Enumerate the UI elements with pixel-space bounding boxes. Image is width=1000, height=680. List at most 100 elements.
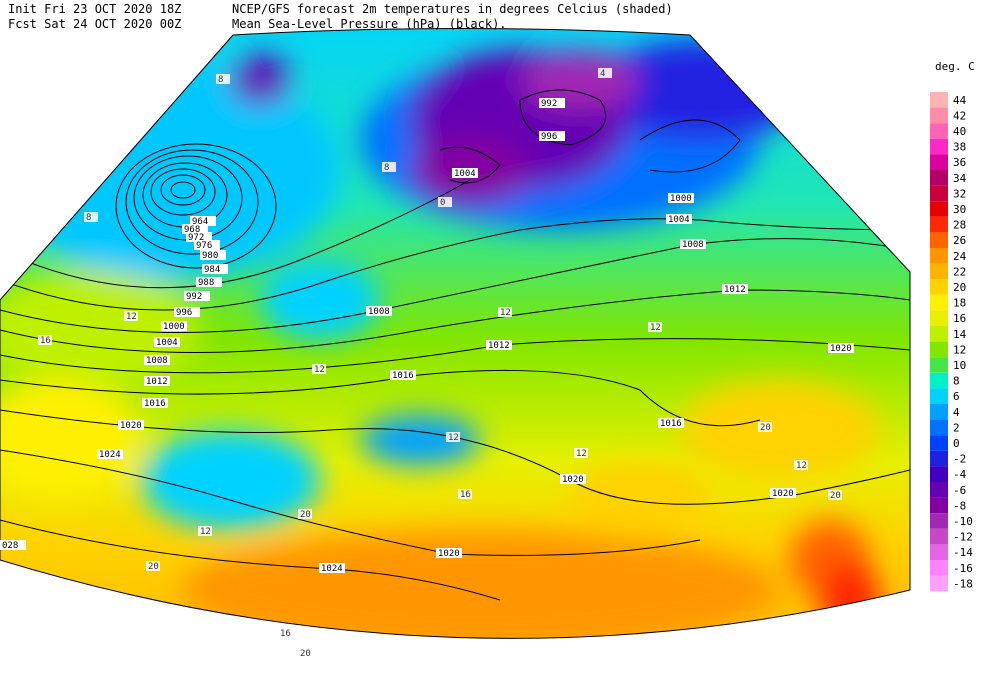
temperature-label-box bbox=[458, 489, 472, 499]
isobar-label: 1020 bbox=[438, 549, 460, 559]
temperature-label: 20 bbox=[300, 510, 311, 520]
isobar-label: 1004 bbox=[454, 169, 476, 179]
temperature-label-box bbox=[38, 335, 52, 345]
isobar-label: 1012 bbox=[724, 285, 746, 295]
colorbar-label: 0 bbox=[953, 437, 960, 450]
colorbar-swatch bbox=[930, 466, 948, 482]
isobar-label-box bbox=[184, 291, 210, 301]
isobar-label-box bbox=[319, 563, 345, 573]
isobar-label: 992 bbox=[541, 99, 557, 109]
isobar-label: 964 bbox=[192, 217, 208, 227]
colorbar-label: 30 bbox=[953, 203, 966, 216]
colorbar-label: 10 bbox=[953, 359, 966, 372]
colorbar-label: 26 bbox=[953, 234, 966, 247]
colorbar-label: 36 bbox=[953, 156, 966, 169]
colorbar-swatch bbox=[930, 123, 948, 139]
isobar-label-box bbox=[828, 343, 854, 353]
temperature-label-box bbox=[758, 422, 772, 432]
temperature-label-box bbox=[498, 307, 512, 317]
temperature-label-box bbox=[84, 212, 98, 222]
colorbar-swatch bbox=[930, 528, 948, 545]
isobar-label-box bbox=[770, 488, 796, 498]
isobar-label: 968 bbox=[184, 225, 200, 235]
colorbar-swatch bbox=[930, 279, 948, 295]
colorbar-label: -14 bbox=[953, 546, 973, 559]
isobar-label: 1020 bbox=[772, 489, 794, 499]
colorbar-label: 40 bbox=[953, 125, 966, 138]
isobar-label-box bbox=[194, 240, 220, 250]
isobar-label-box bbox=[722, 284, 748, 294]
colorbar-swatch bbox=[930, 107, 948, 124]
colorbar-label: 12 bbox=[953, 343, 966, 356]
colorbar-label: 42 bbox=[953, 109, 966, 122]
isobar-label-box bbox=[452, 168, 478, 178]
colorbar-swatch bbox=[930, 482, 948, 498]
colorbar-swatch bbox=[930, 263, 948, 280]
colorbar-title: deg. C bbox=[935, 60, 975, 73]
temperature-label: 16 bbox=[280, 629, 291, 639]
colorbar-label: -18 bbox=[953, 577, 973, 590]
colorbar-label: 2 bbox=[953, 421, 960, 434]
isobar-label: 972 bbox=[188, 233, 204, 243]
colorbar-label: 38 bbox=[953, 141, 966, 154]
colorbar-label: 6 bbox=[953, 390, 960, 403]
temperature-label: 8 bbox=[384, 163, 389, 173]
temperature-label-box bbox=[648, 322, 662, 332]
temperature-label-box bbox=[146, 561, 160, 571]
isobar-label: 1008 bbox=[146, 356, 168, 366]
colorbar-label: 34 bbox=[953, 172, 967, 185]
title-line: Mean Sea-Level Pressure (hPa) (black). bbox=[232, 17, 507, 31]
temperature-label: 16 bbox=[40, 336, 51, 346]
temperature-label: 20 bbox=[830, 491, 841, 501]
colorbar-label: -10 bbox=[953, 515, 973, 528]
temperature-label: 12 bbox=[796, 461, 807, 471]
isobar-label: 1004 bbox=[668, 215, 690, 225]
isobar-label: 1016 bbox=[144, 399, 166, 409]
colorbar-swatch bbox=[930, 372, 948, 389]
temperature-label-box bbox=[298, 648, 312, 658]
colorbar-swatch bbox=[930, 294, 948, 311]
temperature-label: 20 bbox=[148, 562, 159, 572]
isobar-label-box bbox=[182, 224, 208, 234]
colorbar-swatch bbox=[930, 513, 948, 529]
temperature-labels: 12 16 8 8 12 12 12 12 12 20 20 16 20 12 20 16 20 8 4 0 12 bbox=[38, 68, 842, 659]
temperature-label-box bbox=[828, 490, 842, 500]
isobar-label-box bbox=[196, 277, 222, 287]
colorbar-label: 8 bbox=[953, 375, 960, 388]
isobar-label: 1020 bbox=[562, 475, 584, 485]
temperature-label: 12 bbox=[448, 433, 459, 443]
temperature-label-box bbox=[216, 74, 230, 84]
isobar-label-box bbox=[144, 355, 170, 365]
temperature-label-box bbox=[382, 162, 396, 172]
isobar-label-box bbox=[186, 232, 212, 242]
isobar-label: 1000 bbox=[163, 322, 185, 332]
isobar-label: 1004 bbox=[156, 338, 178, 348]
isobar-label: 028 bbox=[2, 541, 18, 551]
temperature-label-box bbox=[438, 197, 452, 207]
colorbar-swatch bbox=[930, 388, 948, 404]
temperature-label-box bbox=[124, 311, 138, 321]
colorbar-label: -16 bbox=[953, 562, 973, 575]
isobar-label-box bbox=[436, 548, 462, 558]
isobar-label-box bbox=[118, 420, 144, 430]
temperature-label-box bbox=[198, 526, 212, 536]
colorbar-label: -8 bbox=[953, 499, 966, 512]
colorbar-swatch bbox=[930, 248, 948, 264]
isobar-label-box bbox=[486, 340, 512, 350]
colorbar-label: 24 bbox=[953, 250, 967, 263]
colorbar-swatch bbox=[930, 575, 948, 592]
temperature-label: 0 bbox=[440, 198, 445, 208]
temperature-label: 12 bbox=[576, 449, 587, 459]
temperature-label: 12 bbox=[200, 527, 211, 537]
temperature-label-box bbox=[794, 460, 808, 470]
colorbar-swatch bbox=[930, 404, 948, 420]
temperature-label-box bbox=[312, 364, 326, 374]
isobar-label-box bbox=[144, 376, 170, 386]
temperature-label: 12 bbox=[126, 312, 137, 322]
colorbar-label: 28 bbox=[953, 219, 966, 232]
isobar-label: 996 bbox=[176, 308, 192, 318]
isobar-label-box bbox=[200, 250, 226, 260]
isobar-label-box bbox=[202, 264, 228, 274]
